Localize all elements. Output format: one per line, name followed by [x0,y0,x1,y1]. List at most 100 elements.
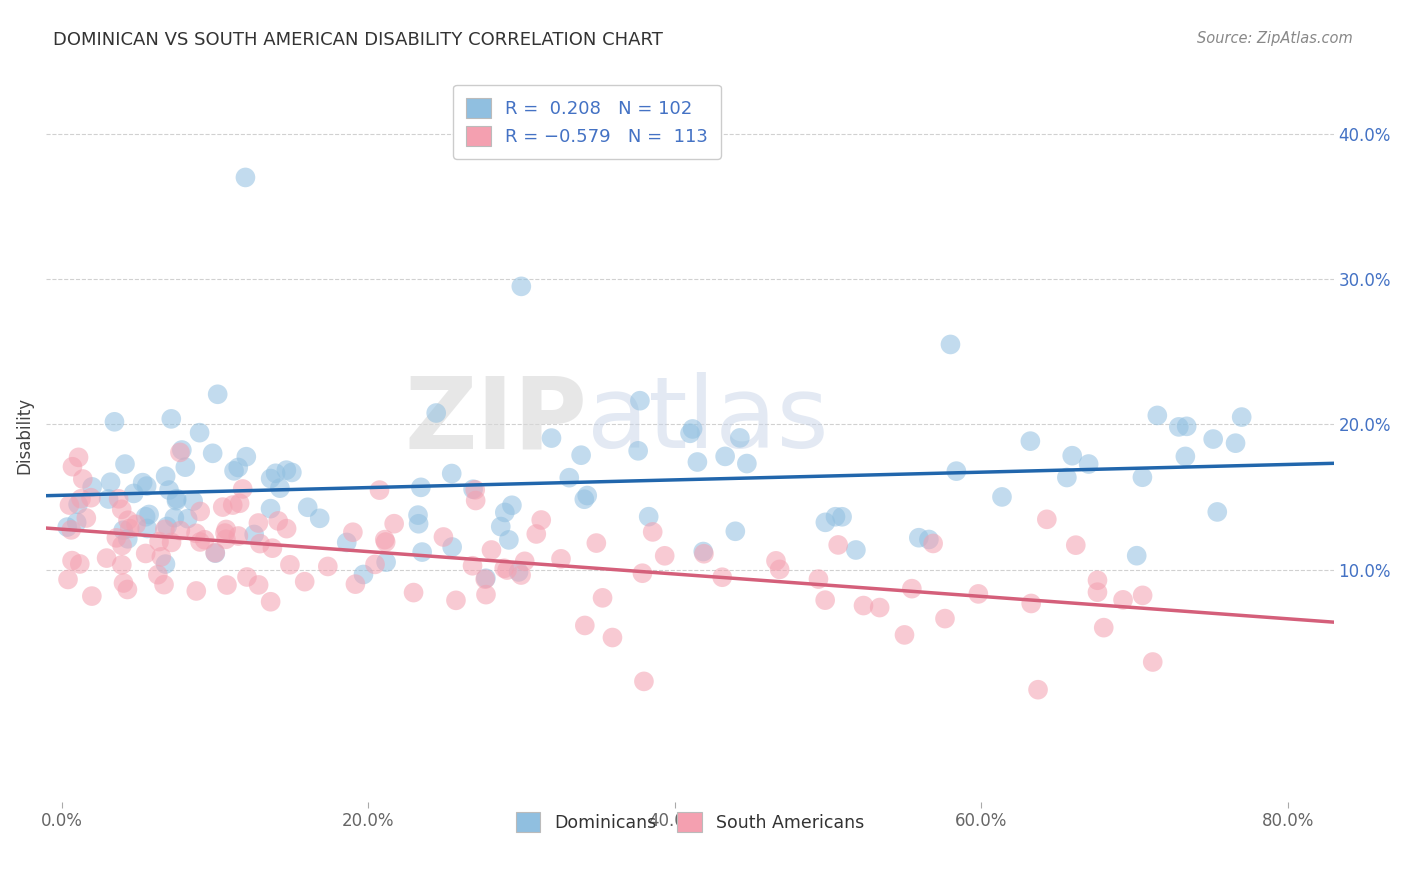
Point [100,475,122,490]
Point [631,566,654,581]
Y-axis label: Disability: Disability [15,397,32,474]
Point [176,511,198,525]
Point [117,513,139,527]
Point [1142,655,1164,669]
Point [156,519,179,533]
Point [155,469,177,483]
Point [510,279,533,293]
Point [382,516,405,531]
Point [60,553,83,567]
Point [765,554,787,568]
Point [138,508,160,522]
Point [1167,420,1189,434]
Point [131,475,153,490]
Point [186,583,208,598]
Point [1125,549,1147,563]
Point [1019,434,1042,449]
Point [58,498,80,512]
Point [945,464,967,478]
Point [513,554,536,568]
Point [501,498,523,512]
Point [845,543,868,558]
Point [908,531,931,545]
Point [232,482,254,496]
Point [67,497,90,511]
Point [342,525,364,540]
Point [714,450,737,464]
Point [922,536,945,550]
Point [163,510,186,524]
Point [222,498,245,512]
Point [1019,597,1042,611]
Point [1056,470,1078,484]
Point [72,472,94,486]
Point [585,536,607,550]
Point [82,480,104,494]
Point [269,481,291,495]
Point [768,562,790,576]
Point [112,576,135,591]
Point [276,522,298,536]
Point [56,520,79,534]
Point [444,593,467,607]
Point [207,387,229,401]
Point [901,582,924,596]
Legend: Dominicans, South Americans: Dominicans, South Americans [503,800,876,845]
Point [574,618,596,632]
Point [228,529,250,543]
Point [440,467,463,481]
Point [112,523,135,537]
Point [80,491,103,505]
Point [170,442,193,457]
Point [679,426,702,441]
Point [105,531,128,545]
Point [80,589,103,603]
Point [181,494,204,508]
Point [1132,588,1154,602]
Point [967,587,990,601]
Point [67,450,90,465]
Point [153,577,176,591]
Point [1092,621,1115,635]
Point [475,588,498,602]
Point [1230,410,1253,425]
Point [69,557,91,571]
Point [235,170,257,185]
Point [991,490,1014,504]
Point [633,674,655,689]
Point [569,448,592,462]
Point [236,570,259,584]
Point [243,527,266,541]
Point [1174,450,1197,464]
Point [574,492,596,507]
Point [692,544,714,558]
Point [693,547,716,561]
Point [682,422,704,436]
Point [204,546,226,560]
Point [262,541,284,556]
Point [297,500,319,515]
Point [711,570,734,584]
Point [201,446,224,460]
Point [249,536,271,550]
Point [374,535,396,549]
Point [411,545,433,559]
Point [368,483,391,497]
Point [169,445,191,459]
Point [425,406,447,420]
Point [1132,470,1154,484]
Point [226,460,249,475]
Point [432,530,454,544]
Point [135,509,157,524]
Point [409,480,432,494]
Point [259,501,281,516]
Point [1062,449,1084,463]
Point [153,523,176,537]
Point [1206,505,1229,519]
Point [97,491,120,506]
Point [494,561,516,575]
Point [344,577,367,591]
Point [56,573,79,587]
Point [1146,409,1168,423]
Point [204,546,226,560]
